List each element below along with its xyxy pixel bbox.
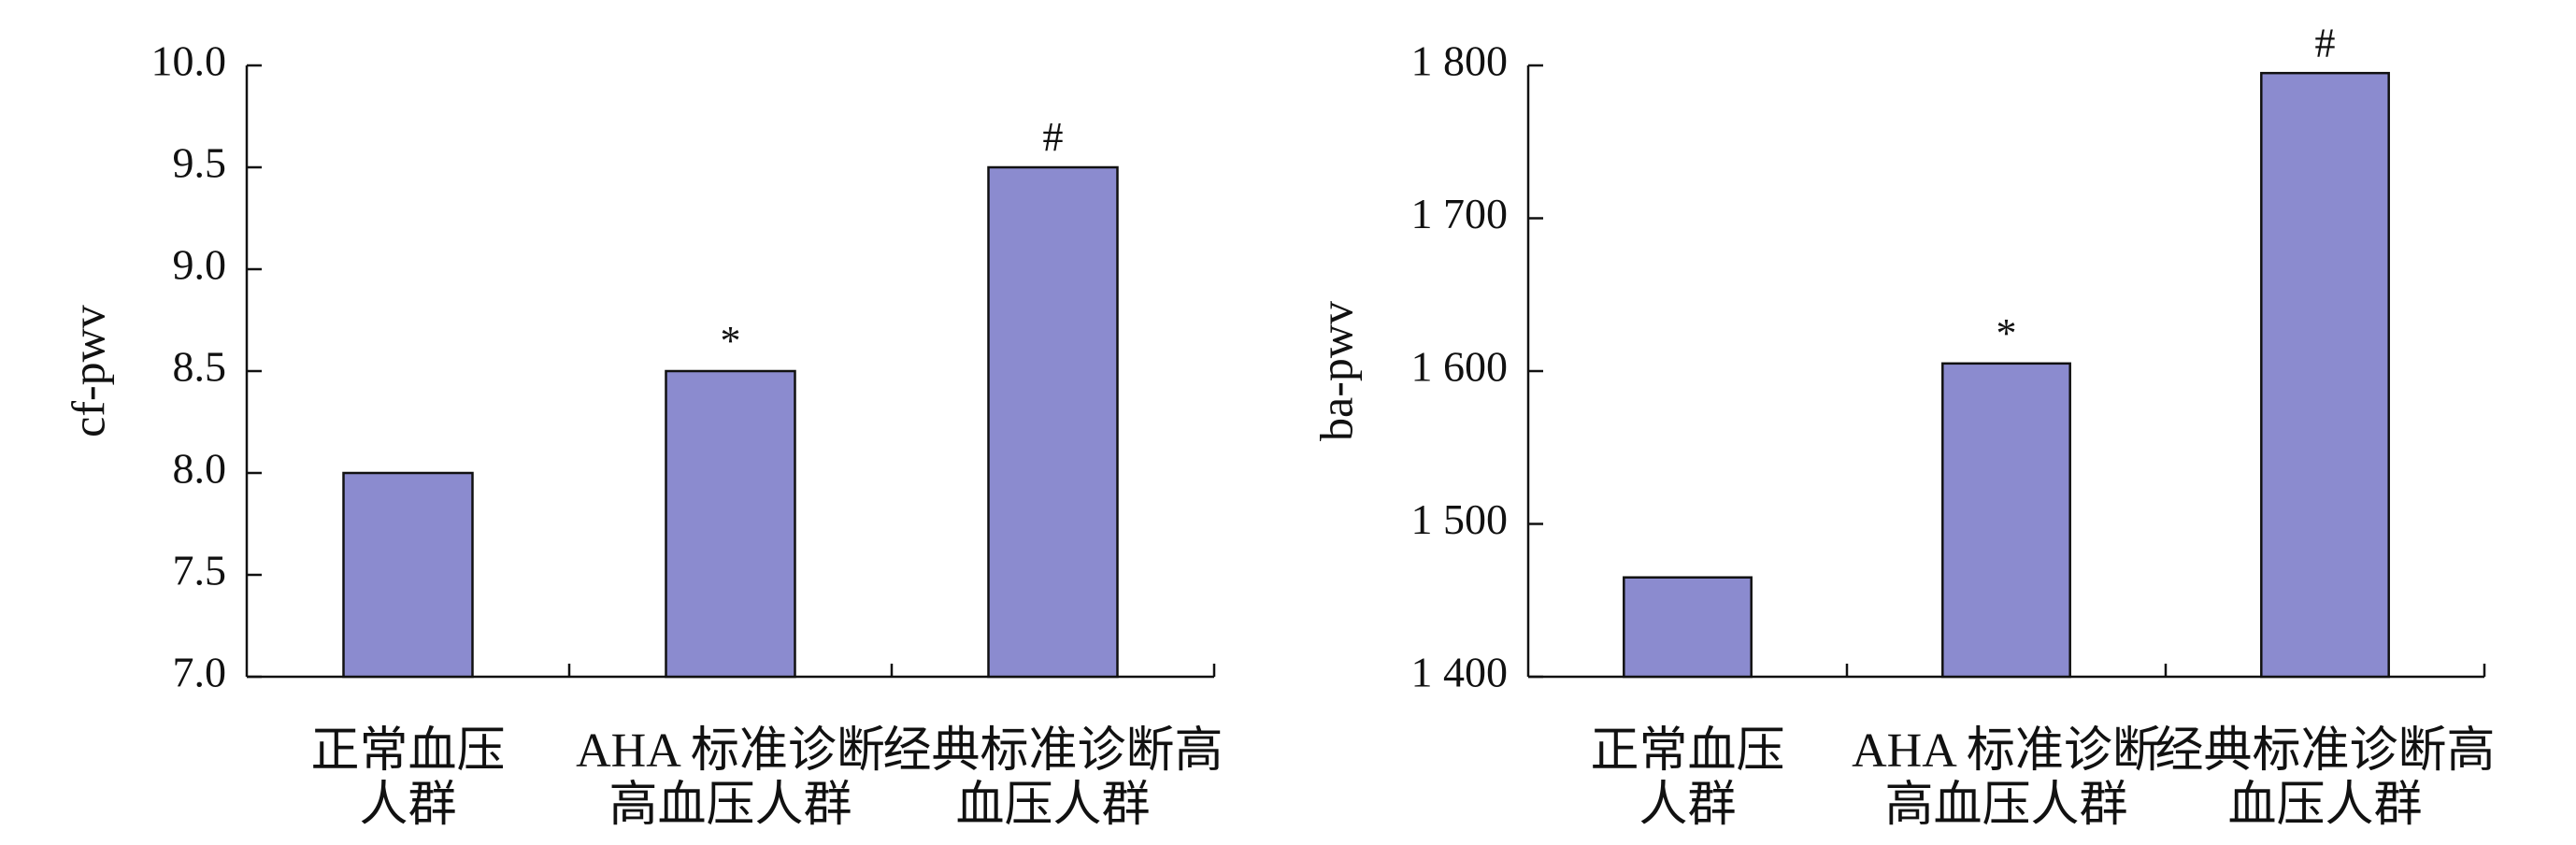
x-tick-label: 血压人群	[955, 779, 1150, 832]
bar	[2260, 71, 2390, 679]
x-tick-label: 高血压人群	[1884, 779, 2127, 832]
y-axis-title: cf-pwv	[62, 305, 114, 437]
y-tick-label: 8.5	[173, 343, 227, 391]
x-tick-label: 正常血压	[310, 724, 505, 778]
y-tick-label: 1 600	[1411, 343, 1509, 391]
y-tick-label: 7.0	[173, 649, 227, 696]
y-tick-label: 8.0	[173, 445, 227, 493]
y-tick-label: 10.0	[151, 37, 227, 85]
significance-marker: #	[1043, 114, 1064, 160]
x-tick-label: AHA 标准诊断	[1852, 724, 2161, 778]
significance-marker: *	[1996, 310, 2017, 356]
x-tick-label: AHA 标准诊断	[576, 724, 885, 778]
bar	[1623, 576, 1753, 679]
x-tick-label: 高血压人群	[608, 779, 852, 832]
x-tick-label: 正常血压	[1590, 724, 1784, 778]
x-tick-label: 人群	[359, 779, 456, 832]
bar	[665, 369, 796, 679]
y-tick-label: 1 500	[1411, 495, 1509, 543]
x-tick-label: 经典标准诊断高	[882, 724, 1223, 778]
x-tick-label: 人群	[1639, 779, 1736, 832]
bar	[342, 471, 474, 679]
significance-marker: *	[721, 318, 741, 364]
y-tick-label: 7.5	[173, 547, 227, 594]
significance-marker: #	[2315, 20, 2336, 65]
y-tick-label: 9.0	[173, 241, 227, 289]
y-tick-label: 1 400	[1411, 649, 1509, 696]
x-tick-label: 血压人群	[2227, 779, 2422, 832]
bar	[987, 165, 1119, 679]
y-tick-label: 9.5	[173, 139, 227, 187]
y-axis-title: ba-pwv	[1309, 301, 1362, 441]
y-tick-label: 1 700	[1411, 190, 1509, 237]
y-tick-label: 1 800	[1411, 37, 1509, 85]
bar	[1941, 362, 2071, 679]
x-tick-label: 经典标准诊断高	[2154, 724, 2495, 778]
